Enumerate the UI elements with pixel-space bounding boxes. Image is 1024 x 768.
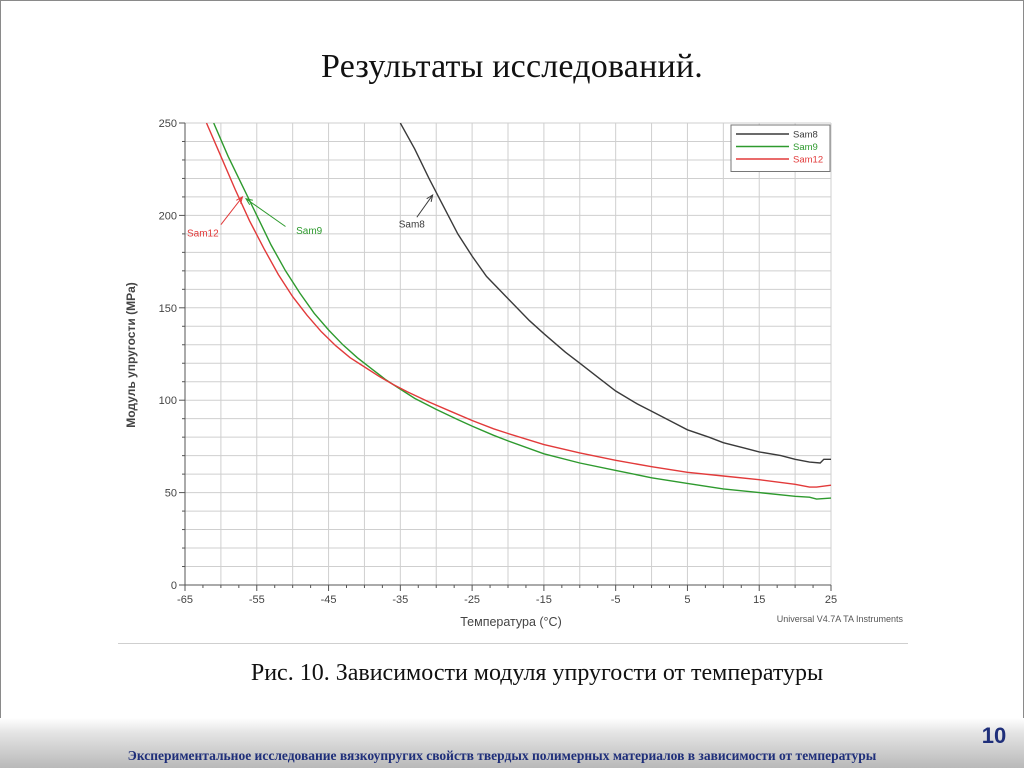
series-lines [205,123,832,500]
y-axis-label: Модуль упругости (MPa) [124,282,138,428]
elastic-modulus-chart: -65 -55 -45 -35 -25 -15 -5 5 15 25050100150200250… [124,118,904,629]
annotation-arrow [416,194,434,218]
y-tick-label: 100 [159,395,177,407]
annotation-arrow [220,196,243,225]
x-tick-label: -55 [249,594,265,606]
x-tick-label: -35 [392,594,408,606]
annotation-arrowhead [236,195,244,204]
instrument-watermark: Universal V4.7A TA Instruments [777,614,904,624]
annotation-arrowhead [244,198,253,205]
x-tick-label: 25 [825,594,837,606]
y-tick-label: 50 [165,488,177,500]
x-tick-label: -65 [177,594,193,606]
annotation-sam9: Sam9 [296,226,323,237]
annotation-sam8: Sam8 [399,219,426,230]
x-tick-label: 15 [753,594,765,606]
x-axis-label: Температура (°C) [460,615,562,629]
y-tick-label: 0 [171,580,177,592]
legend-label-sam12: Sam12 [793,155,823,166]
grid [184,122,832,586]
series-line-sam12 [205,123,832,488]
footer-text: Экспериментальное исследование вязкоупру… [127,748,877,763]
x-tick-label: -15 [536,594,552,606]
series-line-sam8 [399,123,831,464]
legend-box [730,124,831,172]
y-tick-label: 250 [159,118,177,130]
x-tick-label: 5 [684,594,690,606]
annotations: Sam8 Sam9 Sam12 [187,194,434,240]
annotation-sam12: Sam12 [187,229,219,240]
figure-caption: Рис. 10. Зависимости модуля упругости от… [250,660,824,686]
slide-title: Результаты исследований. [321,48,703,85]
x-tick-label: -25 [464,594,480,606]
y-tick-label: 200 [159,210,177,222]
annotation-arrow [245,198,286,227]
slide-number: 10 [981,723,1007,748]
footer-bar [0,718,1024,768]
series-line-sam9 [213,123,832,500]
x-tick-label: -45 [321,594,337,606]
y-tick-label: 150 [159,303,177,315]
annotation-arrowhead [426,194,434,203]
legend-label-sam9: Sam9 [793,142,818,153]
legend-label-sam8: Sam8 [793,130,818,141]
separator-line [118,643,908,644]
x-tick-label: -5 [611,594,621,606]
